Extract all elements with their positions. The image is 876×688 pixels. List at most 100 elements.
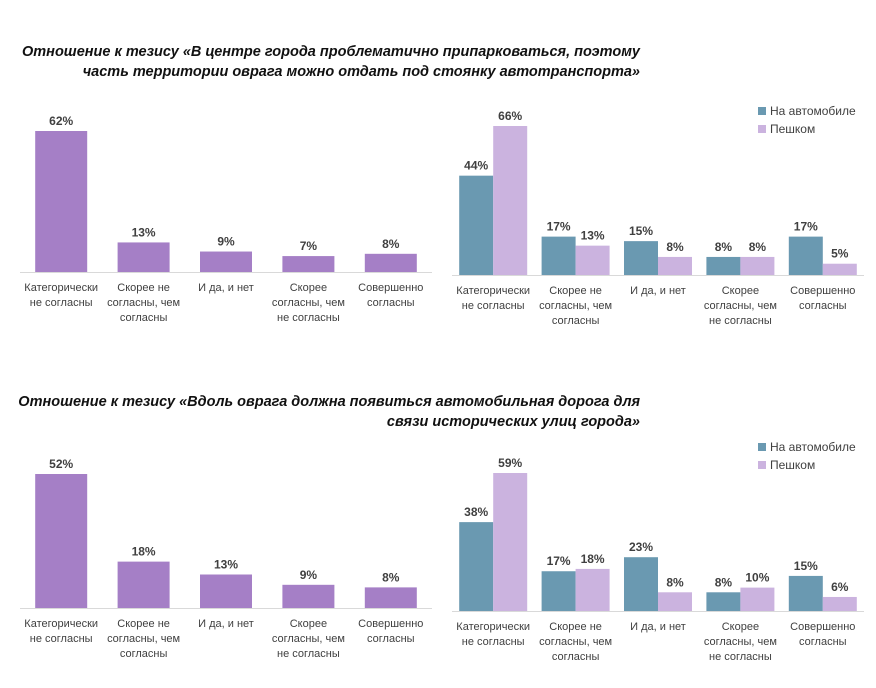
- category-label: Скорее не: [117, 618, 170, 630]
- bar: [822, 263, 857, 275]
- bar: [541, 571, 576, 611]
- legend-label: Пешком: [770, 458, 815, 472]
- category-label: не согласны: [30, 297, 93, 309]
- bar: [282, 256, 335, 272]
- data-label: 6%: [831, 580, 849, 594]
- category-label: не согласны: [709, 651, 772, 663]
- bar: [117, 242, 170, 272]
- legend-swatch: [758, 125, 766, 133]
- bar: [364, 587, 417, 608]
- legend-swatch: [758, 443, 766, 451]
- category-label: не согласны: [277, 312, 340, 324]
- data-label: 59%: [498, 456, 522, 470]
- category-label: И да, и нет: [198, 282, 254, 294]
- bar: [35, 131, 88, 272]
- category-label: Категорически: [456, 285, 530, 297]
- data-label: 8%: [749, 240, 767, 254]
- bar: [658, 592, 692, 611]
- category-label: согласны: [367, 297, 415, 309]
- category-label: Скорее: [722, 285, 759, 297]
- bar: [575, 568, 610, 611]
- legend-label: Пешком: [770, 122, 815, 136]
- category-label: Совершенно: [358, 282, 423, 294]
- bar: [706, 592, 741, 611]
- bar: [624, 557, 658, 611]
- legend-label: На автомобиле: [770, 104, 856, 118]
- bar: [493, 473, 528, 611]
- data-label: 38%: [464, 505, 488, 519]
- category-label: согласны: [799, 636, 847, 648]
- legend-swatch: [758, 461, 766, 469]
- bar: [740, 256, 775, 275]
- data-label: 8%: [382, 570, 400, 584]
- data-label: 8%: [666, 575, 684, 589]
- category-label: согласны, чем: [704, 636, 777, 648]
- data-label: 15%: [794, 559, 818, 573]
- category-label: Скорее не: [117, 282, 170, 294]
- category-label: Категорически: [24, 282, 98, 294]
- data-label: 17%: [547, 220, 571, 234]
- bar: [200, 251, 252, 272]
- section-title-parking-line1: Отношение к тезису «В центре города проб…: [22, 44, 640, 60]
- category-label: согласны, чем: [107, 633, 180, 645]
- data-label: 18%: [581, 552, 605, 566]
- bar: [706, 256, 741, 275]
- category-label: Скорее не: [549, 285, 602, 297]
- category-label: согласны, чем: [107, 297, 180, 309]
- data-label: 13%: [132, 225, 156, 239]
- bar: [35, 474, 88, 608]
- data-label: 9%: [217, 235, 235, 249]
- category-label: не согласны: [30, 633, 93, 645]
- bar: [740, 587, 775, 611]
- bar: [624, 241, 658, 275]
- bar: [117, 561, 170, 608]
- data-label: 18%: [132, 545, 156, 559]
- category-label: И да, и нет: [198, 618, 254, 630]
- category-label: согласны: [799, 300, 847, 312]
- category-label: согласны, чем: [272, 297, 345, 309]
- category-label: согласны, чем: [539, 636, 612, 648]
- data-label: 17%: [794, 220, 818, 234]
- category-label: согласны, чем: [539, 300, 612, 312]
- data-label: 52%: [49, 457, 73, 471]
- bar: [459, 175, 494, 275]
- category-label: И да, и нет: [630, 621, 686, 633]
- category-label: не согласны: [462, 636, 525, 648]
- section-title-parking: Отношение к тезису «В центре города проб…: [0, 42, 640, 82]
- bar: [200, 574, 252, 608]
- bar: [822, 596, 857, 611]
- category-label: согласны, чем: [272, 633, 345, 645]
- bar: [282, 584, 335, 608]
- data-label: 17%: [547, 554, 571, 568]
- category-label: согласны: [552, 315, 600, 327]
- bar: [575, 245, 610, 275]
- legend-label: На автомобиле: [770, 440, 856, 454]
- category-label: согласны: [367, 633, 415, 645]
- data-label: 66%: [498, 109, 522, 123]
- bar: [541, 236, 576, 275]
- category-label: Совершенно: [358, 618, 423, 630]
- category-label: не согласны: [709, 315, 772, 327]
- category-label: Скорее: [290, 618, 327, 630]
- category-label: Скорее: [290, 282, 327, 294]
- section-title-road-line2: связи исторических улиц города»: [386, 414, 640, 430]
- category-label: Категорически: [24, 618, 98, 630]
- category-label: не согласны: [462, 300, 525, 312]
- bar: [788, 236, 823, 275]
- category-label: Совершенно: [790, 285, 855, 297]
- bar: [788, 575, 823, 611]
- section-title-road: Отношение к тезису «Вдоль оврага должна …: [0, 392, 640, 432]
- category-label: согласны: [120, 312, 168, 324]
- category-label: Скорее: [722, 621, 759, 633]
- data-label: 44%: [464, 159, 488, 173]
- data-label: 62%: [49, 114, 73, 128]
- data-label: 23%: [629, 540, 653, 554]
- data-label: 13%: [214, 558, 238, 572]
- bar: [364, 253, 417, 272]
- bar: [459, 522, 494, 611]
- category-label: согласны: [552, 651, 600, 663]
- data-label: 10%: [745, 571, 769, 585]
